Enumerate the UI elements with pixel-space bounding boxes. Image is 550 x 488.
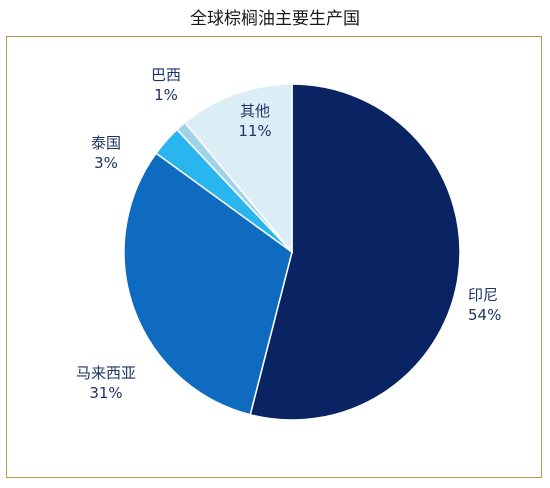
pie-slice-5: [183, 83, 293, 255]
pie-slice-2: [123, 152, 293, 416]
slice-name-label: 巴西: [151, 66, 181, 84]
slice-value-label: 3%: [94, 154, 118, 172]
pie-slices: [123, 83, 461, 421]
slice-value-label: 31%: [89, 384, 122, 402]
slice-value-label: 11%: [238, 122, 271, 140]
pie-slice-1: [249, 83, 461, 421]
slice-name-label: 其他: [240, 102, 270, 120]
chart-title: 全球棕榈油主要生产国: [190, 9, 360, 29]
slice-value-label: 1%: [154, 86, 178, 104]
slice-name-label: 印尼: [468, 286, 498, 304]
pie-labels: 印尼 54% 马来西亚 31% 泰国 3% 巴西 1% 其他 11%: [76, 66, 501, 402]
chart-frame: [6, 36, 542, 478]
slice-value-label: 54%: [468, 306, 501, 324]
slice-name-label: 泰国: [91, 134, 121, 152]
slice-name-label: 马来西亚: [76, 364, 136, 382]
